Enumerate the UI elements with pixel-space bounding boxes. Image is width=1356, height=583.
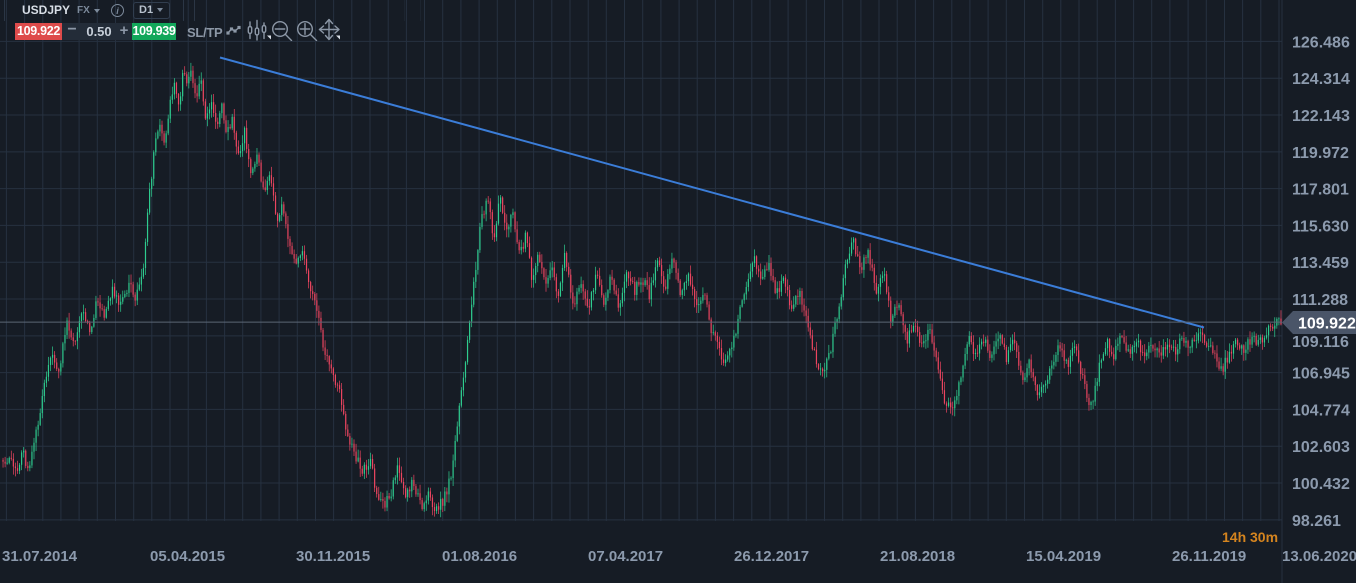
svg-text:14h 30m: 14h 30m	[1222, 529, 1278, 545]
svg-text:26.11.2019: 26.11.2019	[1172, 548, 1246, 565]
svg-text:109.922: 109.922	[1298, 316, 1356, 333]
svg-text:01.08.2016: 01.08.2016	[442, 548, 517, 565]
svg-text:111.288: 111.288	[1292, 292, 1348, 309]
svg-text:21.08.2018: 21.08.2018	[880, 548, 955, 565]
svg-text:102.603: 102.603	[1292, 439, 1350, 456]
svg-text:31.07.2014: 31.07.2014	[2, 548, 78, 565]
svg-text:100.432: 100.432	[1292, 476, 1350, 493]
svg-text:113.459: 113.459	[1292, 255, 1349, 272]
svg-text:106.945: 106.945	[1292, 366, 1350, 383]
svg-text:26.12.2017: 26.12.2017	[734, 548, 809, 565]
svg-text:07.04.2017: 07.04.2017	[588, 548, 663, 565]
svg-text:15.04.2019: 15.04.2019	[1026, 548, 1101, 565]
svg-text:122.143: 122.143	[1292, 108, 1350, 125]
svg-text:30.11.2015: 30.11.2015	[296, 548, 370, 565]
svg-text:124.314: 124.314	[1292, 71, 1350, 88]
svg-text:119.972: 119.972	[1292, 145, 1349, 162]
svg-text:115.630: 115.630	[1292, 218, 1349, 235]
svg-text:109.116: 109.116	[1292, 334, 1349, 351]
svg-text:05.04.2015: 05.04.2015	[150, 548, 225, 565]
svg-text:117.801: 117.801	[1292, 182, 1349, 199]
svg-text:98.261: 98.261	[1292, 513, 1341, 530]
svg-text:104.774: 104.774	[1292, 402, 1350, 419]
svg-text:13.06.2020: 13.06.2020	[1282, 548, 1356, 565]
